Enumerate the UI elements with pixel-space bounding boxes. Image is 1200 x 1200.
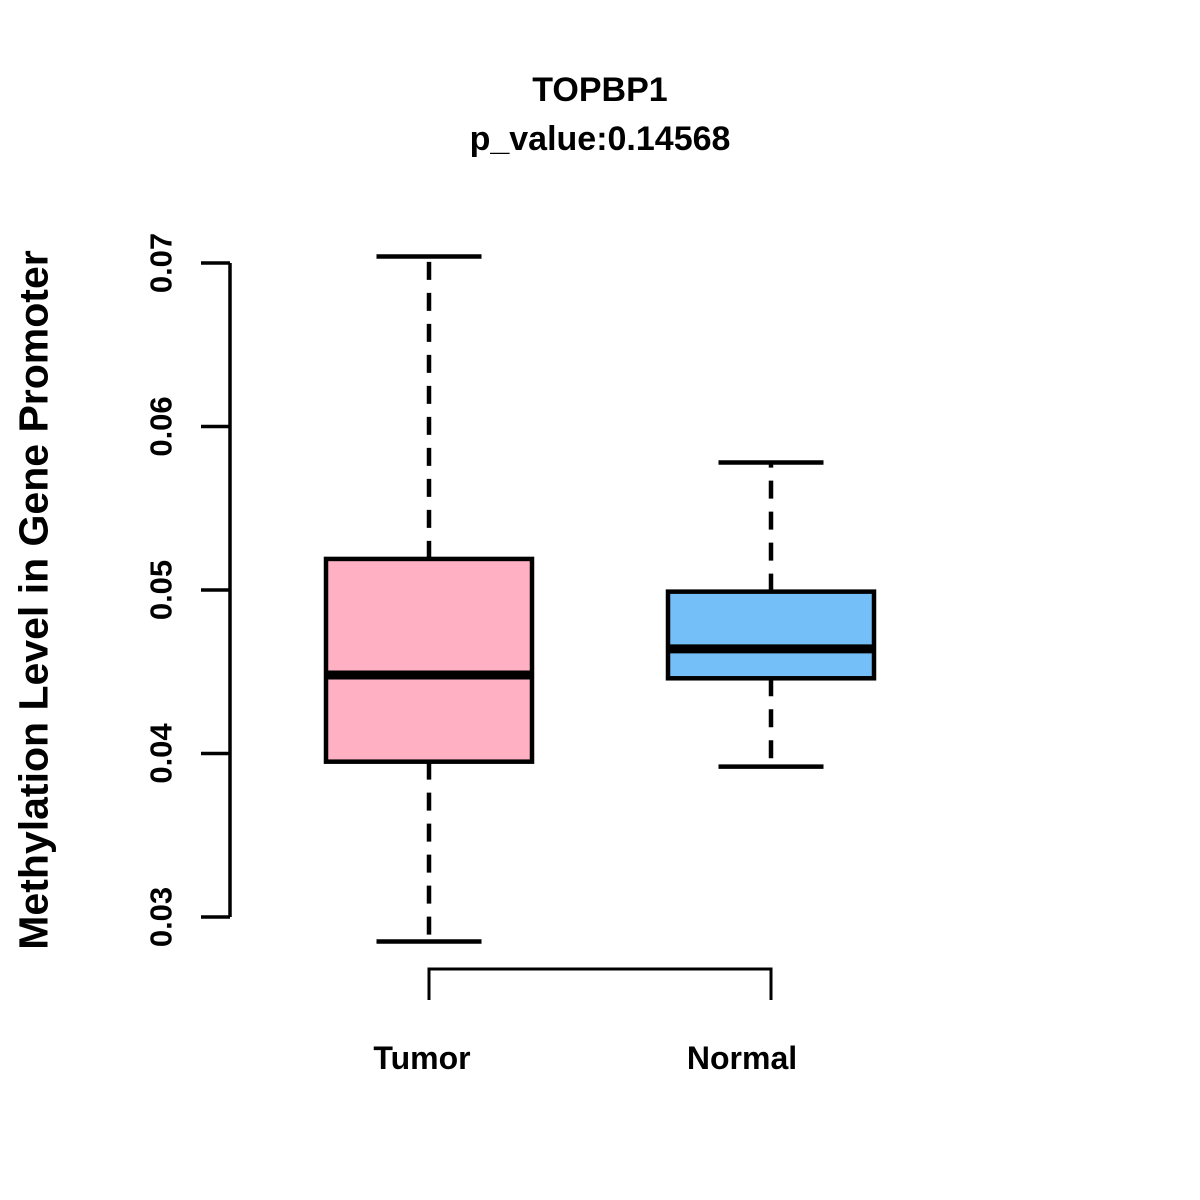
gene-title: TOPBP1 [532, 71, 668, 109]
category-label-normal: Normal [687, 1040, 797, 1076]
category-label-tumor: Tumor [373, 1040, 470, 1076]
y-tick-label: 0.03 [144, 887, 179, 947]
y-tick-label: 0.04 [144, 723, 179, 784]
y-tick-label: 0.05 [144, 560, 179, 620]
tumor-box [323, 556, 535, 764]
y-tick-label: 0.06 [144, 396, 179, 456]
y-tick-label: 0.07 [144, 233, 179, 293]
comparison-bracket [427, 967, 773, 1000]
chart-header: TOPBP1 p_value:0.14568 [470, 66, 731, 164]
p-value-subtitle: p_value:0.14568 [469, 120, 731, 158]
normal-box [665, 589, 877, 681]
